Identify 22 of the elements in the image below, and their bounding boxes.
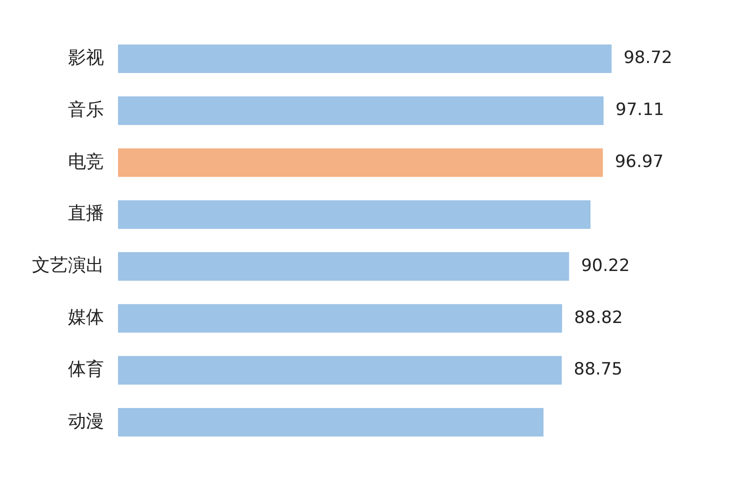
y-tick-label: 直播 xyxy=(68,203,104,224)
y-tick-label: 音乐 xyxy=(68,99,104,120)
bar xyxy=(118,148,603,177)
y-tick-label: 影视 xyxy=(68,47,104,68)
data-label: 96.97 xyxy=(614,152,664,172)
y-tick-label: 电竞 xyxy=(68,151,104,172)
bar xyxy=(118,304,562,333)
data-label: 88.82 xyxy=(574,308,623,328)
bar xyxy=(118,200,590,229)
data-label: 98.72 xyxy=(624,48,672,68)
data-label: 90.22 xyxy=(581,256,630,276)
bar xyxy=(118,44,612,74)
y-tick-label: 文艺演出 xyxy=(32,255,104,276)
bar xyxy=(118,252,570,281)
bar xyxy=(118,408,544,437)
bar xyxy=(118,356,562,385)
bar xyxy=(118,96,604,125)
y-tick-label: 动漫 xyxy=(68,410,104,432)
y-tick-label: 体育 xyxy=(68,358,104,380)
y-tick-label: 媒体 xyxy=(68,307,104,328)
data-label: 97.11 xyxy=(616,100,664,120)
data-label: 88.75 xyxy=(574,360,622,380)
